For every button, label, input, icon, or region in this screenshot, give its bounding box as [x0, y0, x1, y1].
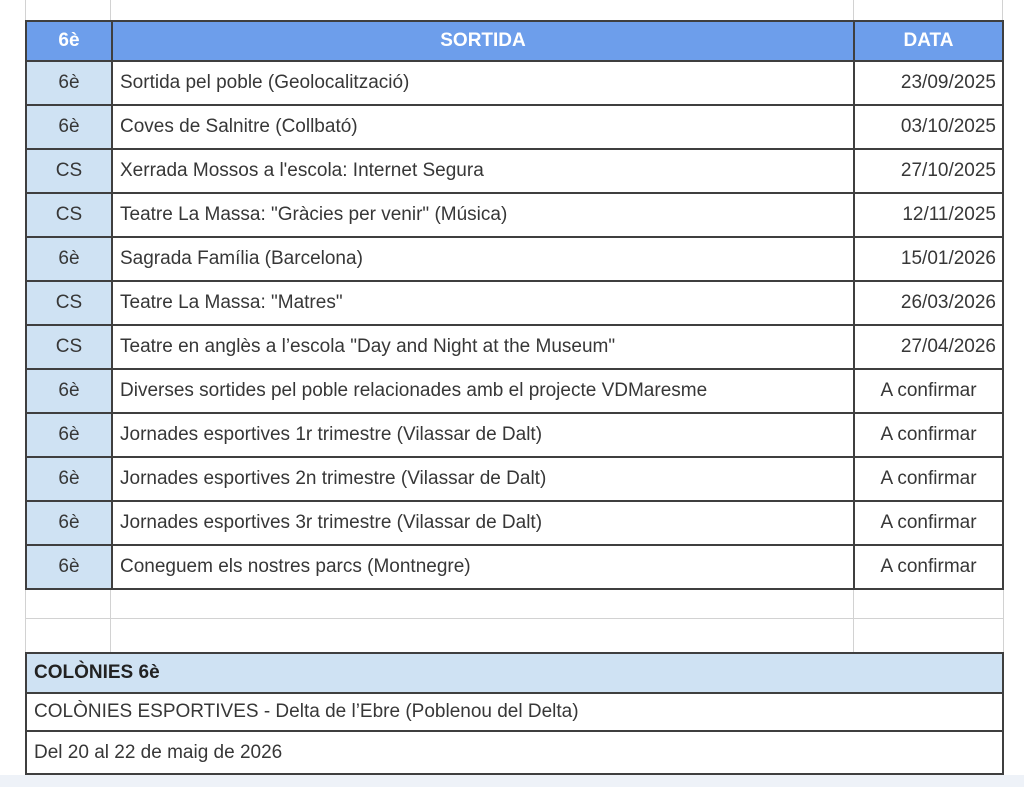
sortida-cell: Teatre La Massa: "Gràcies per venir" (Mú… [111, 194, 853, 236]
level-cell: 6è [27, 546, 111, 588]
sortida-cell: Diverses sortides pel poble relacionades… [111, 370, 853, 412]
table-header-row: 6è SORTIDA DATA [27, 22, 1002, 60]
table-row: 6è Coneguem els nostres parcs (Montnegre… [27, 544, 1002, 588]
sortida-cell: Coneguem els nostres parcs (Montnegre) [111, 546, 853, 588]
sortides-table: 6è SORTIDA DATA 6è Sortida pel poble (Ge… [25, 20, 1004, 590]
sortida-cell: Jornades esportives 2n trimestre (Vilass… [111, 458, 853, 500]
empty-rows [25, 590, 1004, 652]
table-body: 6è Sortida pel poble (Geolocalització) 2… [27, 60, 1002, 588]
level-cell: CS [27, 150, 111, 192]
data-cell: A confirmar [853, 414, 1002, 456]
partial-row-divider [1002, 0, 1003, 20]
level-cell: CS [27, 282, 111, 324]
level-cell: 6è [27, 238, 111, 280]
table-row: 6è Sagrada Família (Barcelona) 15/01/202… [27, 236, 1002, 280]
partial-row-divider [110, 0, 111, 20]
empty-row-divider [26, 618, 1003, 619]
colonies-dates: Del 20 al 22 de maig de 2026 [27, 730, 1002, 773]
table-row: 6è Sortida pel poble (Geolocalització) 2… [27, 60, 1002, 104]
level-cell: 6è [27, 458, 111, 500]
data-cell: 27/10/2025 [853, 150, 1002, 192]
table-row: 6è Jornades esportives 3r trimestre (Vil… [27, 500, 1002, 544]
data-cell: 03/10/2025 [853, 106, 1002, 148]
level-cell: 6è [27, 502, 111, 544]
colonies-title: COLÒNIES 6è [27, 654, 1002, 692]
header-sortida: SORTIDA [111, 22, 853, 60]
level-cell: CS [27, 194, 111, 236]
data-cell: A confirmar [853, 546, 1002, 588]
data-cell: A confirmar [853, 502, 1002, 544]
data-cell: 12/11/2025 [853, 194, 1002, 236]
level-cell: 6è [27, 62, 111, 104]
level-cell: 6è [27, 370, 111, 412]
table-row: CS Teatre en anglès a l’escola "Day and … [27, 324, 1002, 368]
sortida-cell: Teatre La Massa: "Matres" [111, 282, 853, 324]
page-background-strip [0, 775, 1024, 787]
table-row: 6è Coves de Salnitre (Collbató) 03/10/20… [27, 104, 1002, 148]
level-cell: 6è [27, 106, 111, 148]
partial-row-divider [25, 0, 26, 20]
sortida-cell: Sagrada Família (Barcelona) [111, 238, 853, 280]
table-row: 6è Jornades esportives 2n trimestre (Vil… [27, 456, 1002, 500]
data-cell: 15/01/2026 [853, 238, 1002, 280]
level-cell: 6è [27, 414, 111, 456]
level-cell: CS [27, 326, 111, 368]
header-level: 6è [27, 22, 111, 60]
data-cell: A confirmar [853, 370, 1002, 412]
colonies-description: COLÒNIES ESPORTIVES - Delta de l’Ebre (P… [27, 692, 1002, 730]
empty-col-divider [853, 590, 854, 652]
header-data: DATA [853, 22, 1002, 60]
table-row: 6è Jornades esportives 1r trimestre (Vil… [27, 412, 1002, 456]
colonies-section: COLÒNIES 6è COLÒNIES ESPORTIVES - Delta … [25, 652, 1004, 775]
data-cell: 23/09/2025 [853, 62, 1002, 104]
empty-col-divider [110, 590, 111, 652]
sortida-cell: Jornades esportives 3r trimestre (Vilass… [111, 502, 853, 544]
sortida-cell: Jornades esportives 1r trimestre (Vilass… [111, 414, 853, 456]
table-row: CS Teatre La Massa: "Matres" 26/03/2026 [27, 280, 1002, 324]
sortida-cell: Sortida pel poble (Geolocalització) [111, 62, 853, 104]
table-row: CS Teatre La Massa: "Gràcies per venir" … [27, 192, 1002, 236]
sortida-cell: Coves de Salnitre (Collbató) [111, 106, 853, 148]
sortida-cell: Teatre en anglès a l’escola "Day and Nig… [111, 326, 853, 368]
data-cell: 26/03/2026 [853, 282, 1002, 324]
data-cell: A confirmar [853, 458, 1002, 500]
data-cell: 27/04/2026 [853, 326, 1002, 368]
table-row: CS Xerrada Mossos a l'escola: Internet S… [27, 148, 1002, 192]
partial-row-divider [853, 0, 854, 20]
sortida-cell: Xerrada Mossos a l'escola: Internet Segu… [111, 150, 853, 192]
table-row: 6è Diverses sortides pel poble relaciona… [27, 368, 1002, 412]
